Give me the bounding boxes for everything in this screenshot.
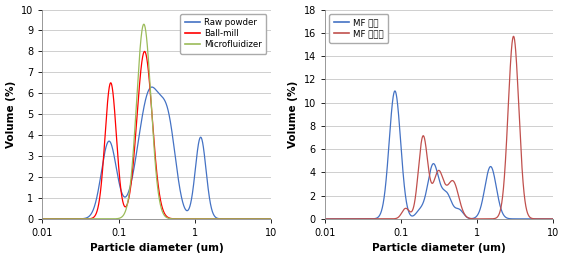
Y-axis label: Volume (%): Volume (%) — [6, 81, 16, 148]
Legend: MF 적용, MF 미적용: MF 적용, MF 미적용 — [329, 14, 388, 43]
X-axis label: Particle diameter (um): Particle diameter (um) — [372, 243, 506, 254]
Legend: Raw powder, Ball-mill, Microfluidizer: Raw powder, Ball-mill, Microfluidizer — [180, 14, 267, 54]
Y-axis label: Volume (%): Volume (%) — [288, 81, 298, 148]
X-axis label: Particle diameter (um): Particle diameter (um) — [90, 243, 223, 254]
